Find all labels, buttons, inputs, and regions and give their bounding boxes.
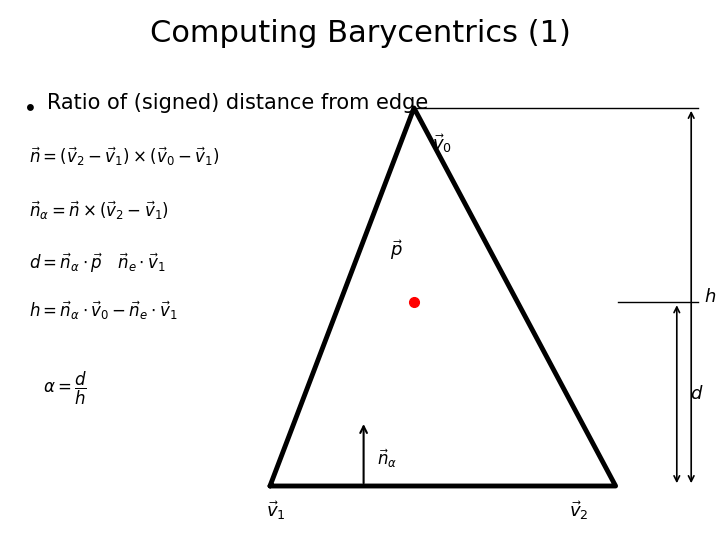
Text: $\vec{n} = (\vec{v}_2 - \vec{v}_1) \times (\vec{v}_0 - \vec{v}_1)$: $\vec{n} = (\vec{v}_2 - \vec{v}_1) \time…: [29, 146, 219, 168]
Text: $h = \vec{n}_\alpha \cdot \vec{v}_0 - \vec{n}_e \cdot \vec{v}_1$: $h = \vec{n}_\alpha \cdot \vec{v}_0 - \v…: [29, 300, 177, 322]
Text: Ratio of (signed) distance from edge: Ratio of (signed) distance from edge: [47, 93, 428, 113]
Text: $\vec{n}_\alpha$: $\vec{n}_\alpha$: [377, 448, 397, 470]
Text: $\alpha = \dfrac{d}{h}$: $\alpha = \dfrac{d}{h}$: [43, 370, 87, 407]
Text: $d$: $d$: [690, 385, 703, 403]
Text: $\bullet$: $\bullet$: [22, 94, 35, 118]
Text: $d = \vec{n}_\alpha \cdot \vec{p} \quad \vec{n}_e \cdot \vec{v}_1$: $d = \vec{n}_\alpha \cdot \vec{p} \quad …: [29, 251, 166, 274]
Text: $h$: $h$: [704, 288, 716, 306]
Text: Computing Barycentrics (1): Computing Barycentrics (1): [150, 19, 570, 48]
Text: $\vec{v}_0$: $\vec{v}_0$: [432, 132, 452, 155]
Text: $\vec{v}_2$: $\vec{v}_2$: [569, 500, 588, 522]
Text: $\vec{n}_\alpha = \vec{n} \times (\vec{v}_2 - \vec{v}_1)$: $\vec{n}_\alpha = \vec{n} \times (\vec{v…: [29, 200, 169, 222]
Text: $\vec{p}$: $\vec{p}$: [390, 238, 402, 262]
Text: $\vec{v}_1$: $\vec{v}_1$: [266, 500, 286, 522]
